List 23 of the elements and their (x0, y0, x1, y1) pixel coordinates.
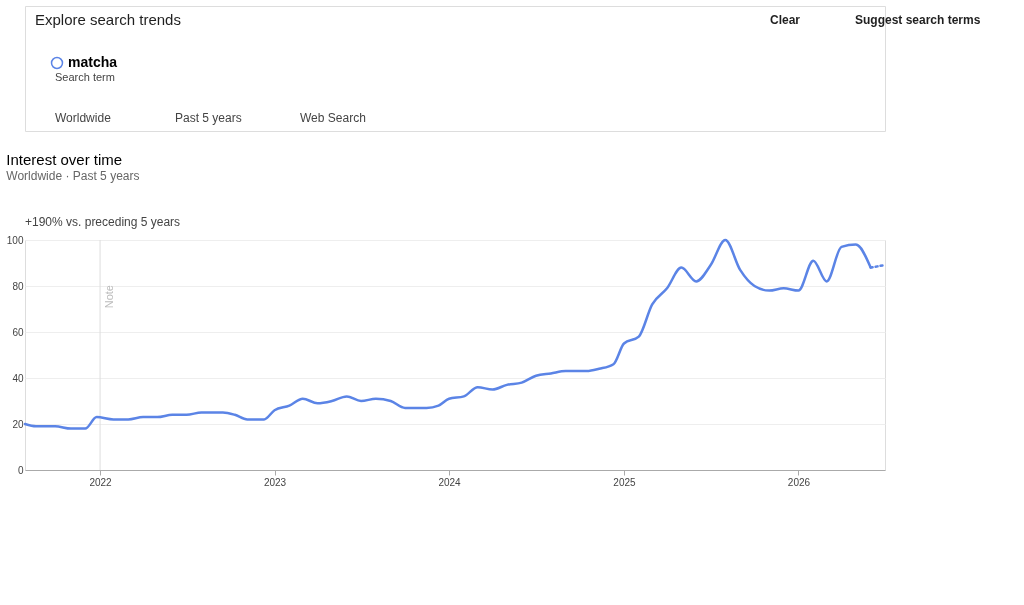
y-tick-label: 20 (12, 418, 24, 430)
legend-label: matcha (68, 54, 118, 70)
text: Search term (55, 71, 115, 83)
text: +190% vs. preceding 5 years (25, 215, 181, 229)
text: Past 5 years (175, 111, 242, 125)
x-tick-label: 2022 (89, 476, 113, 488)
chart-subtitle: Worldwide · Past 5 years (6, 169, 140, 183)
x-tick-label: 2023 (263, 476, 287, 488)
text: Explore search trends (35, 11, 181, 28)
ref-line-label: Note (103, 285, 116, 309)
y-tick-label: 100 (6, 234, 24, 246)
x-tick-label: 2026 (787, 476, 811, 488)
text: Web Search (300, 111, 366, 125)
text: Worldwide (55, 111, 112, 125)
y-tick-label: 40 (12, 372, 24, 384)
text: Clear (770, 13, 801, 27)
x-tick-label: 2024 (438, 476, 462, 488)
chart-title: Interest over time (6, 151, 123, 168)
x-tick-label: 2025 (613, 476, 637, 488)
y-tick-label: 0 (17, 464, 24, 476)
text: Suggest search terms (855, 13, 981, 27)
y-tick-label: 80 (12, 280, 24, 292)
y-tick-label: 60 (12, 326, 24, 338)
